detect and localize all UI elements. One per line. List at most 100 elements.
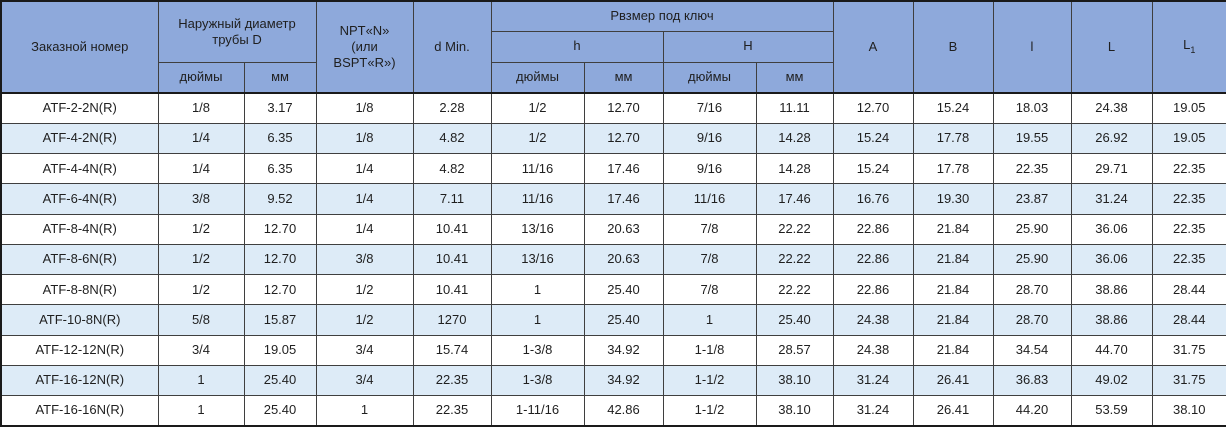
value-cell: 38.10 [755,395,834,427]
order-number-cell: ATF-4-2N(R) [0,122,159,155]
table-body: ATF-2-2N(R) 1/8 3.17 1/8 2.28 1/2 12.70 7/16 11.… [0,92,1226,427]
order-number-cell: ATF-16-12N(R) [0,364,159,397]
value-cell: 49.02 [1070,364,1153,397]
value-cell: 1-11/16 [490,395,585,427]
order-number-cell: ATF-16-16N(R) [0,395,159,427]
order-number-cell: ATF-8-4N(R) [0,213,159,245]
table-row: ATF-4-4N(R) 1/4 6.35 1/4 4.82 11/16 17.46 9/16 1… [0,153,1226,185]
value-cell: 28.44 [1151,304,1226,336]
value-cell: 4.82 [412,153,492,185]
value-cell: 28.70 [992,304,1072,336]
value-cell: 22.86 [832,213,914,245]
header-col-L1: L1 [1151,0,1226,94]
header-H-mm: мм [755,61,834,94]
value-cell: 31.75 [1151,364,1226,397]
value-cell: 31.24 [1070,183,1153,215]
value-cell: 21.84 [912,304,994,336]
value-cell: 10.41 [412,243,492,276]
npt-line-1: NPT«N» [339,22,390,38]
table-row: ATF-8-8N(R) 1/2 12.70 1/2 10.41 1 25.40 7/8 22.2… [0,274,1226,306]
table-row: ATF-6-4N(R) 3/8 9.52 1/4 7.11 11/16 17.46 11/16… [0,183,1226,215]
order-number-cell: ATF-8-8N(R) [0,274,159,306]
value-cell: 1270 [412,304,492,336]
value-cell: 38.10 [1151,395,1226,427]
value-cell: 1 [490,274,585,306]
header-h-inches: дюймы [490,61,585,94]
value-cell: 28.57 [755,334,834,366]
header-wrench-size: Рвзмер под ключ [490,0,834,32]
value-cell: 6.35 [243,153,317,185]
value-cell: 16.76 [832,183,914,215]
value-cell: 15.74 [412,334,492,366]
table-row: ATF-16-12N(R) 1 25.40 3/4 22.35 1-3/8 34.92 1-1… [0,364,1226,397]
value-cell: 22.22 [755,274,834,306]
table-row: ATF-12-12N(R) 3/4 19.05 3/4 15.74 1-3/8 34.92 1… [0,334,1226,366]
value-cell: 1/2 [490,92,585,124]
value-cell: 14.28 [755,122,834,155]
header-diameter-inches: дюймы [157,61,245,94]
value-cell: 36.06 [1070,213,1153,245]
table-row: ATF-4-2N(R) 1/4 6.35 1/8 4.82 1/2 12.70 9/16 14.… [0,122,1226,155]
value-cell: 1/4 [315,213,414,245]
value-cell: 31.75 [1151,334,1226,366]
value-cell: 22.22 [755,213,834,245]
value-cell: 53.59 [1070,395,1153,427]
value-cell: 12.70 [243,243,317,276]
value-cell: 38.10 [755,364,834,397]
header-col-A: A [832,0,914,94]
value-cell: 21.84 [912,334,994,366]
value-cell: 13/16 [490,243,585,276]
table-header: Заказной номер Наружный диаметр трубы D … [0,0,1226,94]
value-cell: 25.90 [992,213,1072,245]
value-cell: 22.86 [832,243,914,276]
value-cell: 1-1/8 [662,334,757,366]
header-outer-diameter: Наружный диаметр трубы D [157,0,317,63]
value-cell: 13/16 [490,213,585,245]
value-cell: 22.35 [1151,243,1226,276]
value-cell: 1-1/2 [662,364,757,397]
value-cell: 1/2 [315,304,414,336]
value-cell: 24.38 [832,304,914,336]
value-cell: 9/16 [662,153,757,185]
value-cell: 19.05 [243,334,317,366]
value-cell: 17.46 [755,183,834,215]
value-cell: 6.35 [243,122,317,155]
value-cell: 29.71 [1070,153,1153,185]
value-cell: 7/8 [662,274,757,306]
value-cell: 19.30 [912,183,994,215]
header-h-lower: h [490,30,664,63]
value-cell: 9.52 [243,183,317,215]
value-cell: 1/8 [315,92,414,124]
value-cell: 1-1/2 [662,395,757,427]
value-cell: 1/4 [315,153,414,185]
value-cell: 22.35 [992,153,1072,185]
npt-line-3: BSPT«R») [333,55,396,71]
value-cell: 3/4 [315,364,414,397]
npt-line-2: (или [351,38,378,54]
table-row: ATF-8-6N(R) 1/2 12.70 3/8 10.41 13/16 20.63 7/8… [0,243,1226,276]
value-cell: 19.05 [1151,92,1226,124]
value-cell: 34.92 [583,334,664,366]
value-cell: 17.46 [583,153,664,185]
value-cell: 1/2 [315,274,414,306]
table-row: ATF-16-16N(R) 1 25.40 1 22.35 1-11/16 42.86 1-1… [0,395,1226,427]
value-cell: 21.84 [912,213,994,245]
value-cell: 1 [157,364,245,397]
value-cell: 7/8 [662,213,757,245]
header-col-B: B [912,0,994,94]
value-cell: 1/8 [157,92,245,124]
value-cell: 3/8 [157,183,245,215]
order-number-cell: ATF-2-2N(R) [0,92,159,124]
value-cell: 22.35 [1151,213,1226,245]
value-cell: 12.70 [832,92,914,124]
value-cell: 1/4 [315,183,414,215]
value-cell: 22.35 [412,395,492,427]
order-number-cell: ATF-12-12N(R) [0,334,159,366]
order-number-cell: ATF-4-4N(R) [0,153,159,185]
value-cell: 22.35 [1151,153,1226,185]
value-cell: 25.40 [583,304,664,336]
value-cell: 28.70 [992,274,1072,306]
header-h-upper: H [662,30,834,63]
value-cell: 1/2 [157,243,245,276]
